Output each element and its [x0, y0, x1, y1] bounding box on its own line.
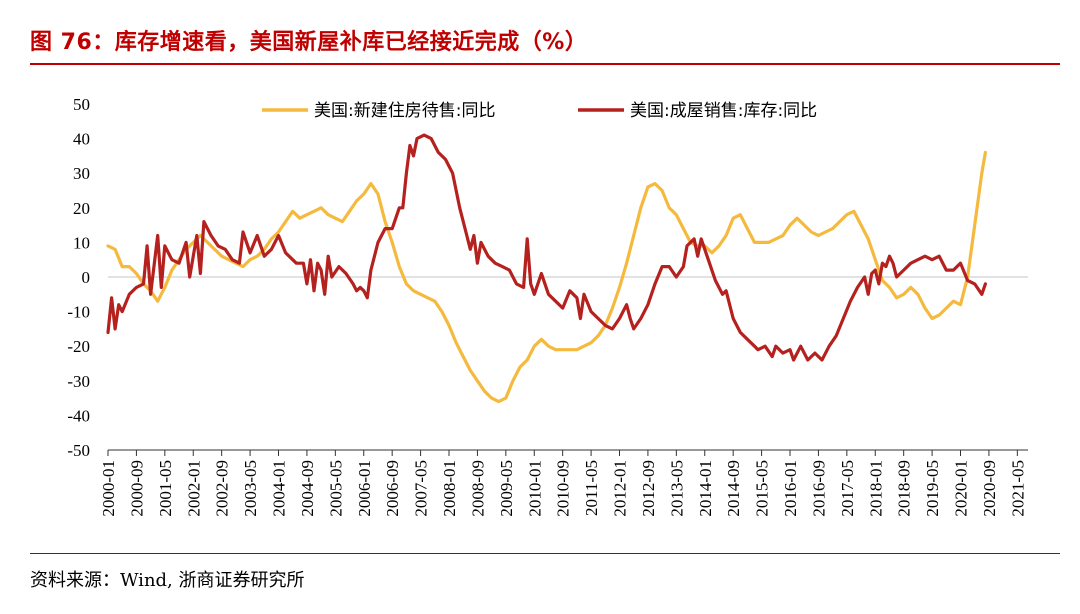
x-tick-label: 2011-05 — [582, 460, 601, 516]
series-lines — [106, 133, 987, 404]
x-tick-label: 2000-01 — [99, 460, 118, 517]
title-divider — [30, 63, 1060, 65]
x-tick-label: 2014-01 — [696, 460, 715, 517]
x-tick-label: 2018-09 — [895, 460, 914, 517]
y-tick-label: 10 — [73, 233, 90, 252]
x-tick-label: 2019-05 — [923, 460, 942, 517]
y-tick-label: -20 — [67, 337, 90, 356]
x-tick-label: 2009-05 — [497, 460, 516, 517]
x-tick-label: 2020-01 — [952, 460, 971, 517]
source-note: 资料来源：Wind, 浙商证券研究所 — [30, 570, 305, 591]
y-tick-label: 40 — [73, 130, 90, 149]
y-tick-label: 30 — [73, 164, 90, 183]
x-tick-label: 2016-09 — [809, 460, 828, 517]
series-line-new-homes — [106, 150, 987, 404]
x-tick-label: 2004-01 — [270, 460, 289, 517]
x-tick-label: 2018-01 — [866, 460, 885, 517]
y-tick-label: 0 — [82, 268, 91, 287]
x-tick-label: 2006-01 — [355, 460, 374, 517]
x-tick-label: 2014-09 — [724, 460, 743, 517]
y-axis: 50 40 30 20 10 0 -10 -20 -30 -40 -50 — [67, 95, 1028, 460]
legend: 美国:新建住房待售:同比 美国:成屋销售:库存:同比 — [262, 101, 817, 121]
x-tick-label: 2004-09 — [298, 460, 317, 517]
x-tick-label: 2010-01 — [525, 460, 544, 517]
x-tick-label: 2008-01 — [440, 460, 459, 517]
x-tick-label: 2000-09 — [127, 460, 146, 517]
series-line-existing-inventory — [106, 133, 987, 362]
x-tick-label: 2010-09 — [554, 460, 573, 517]
x-tick-label: 2002-01 — [184, 460, 203, 517]
legend-label: 美国:成屋销售:库存:同比 — [630, 101, 817, 121]
x-tick-label: 2001-05 — [156, 460, 175, 517]
x-tick-label: 2002-09 — [213, 460, 232, 517]
x-tick-label: 2017-05 — [838, 460, 857, 517]
y-tick-label: 20 — [73, 199, 90, 218]
x-tick-label: 2003-05 — [241, 460, 260, 517]
y-tick-label: -10 — [67, 303, 90, 322]
y-tick-label: -30 — [67, 372, 90, 391]
x-tick-label: 2007-05 — [412, 460, 431, 517]
y-tick-label: 50 — [73, 95, 90, 114]
x-tick-label: 2005-05 — [326, 460, 345, 517]
x-tick-label: 2016-01 — [781, 460, 800, 517]
x-tick-label: 2012-01 — [611, 460, 630, 517]
y-tick-label: -50 — [67, 441, 90, 460]
page-title: 图 76：库存增速看，美国新屋补库已经接近完成（%） — [30, 30, 588, 55]
x-tick-label: 2013-05 — [667, 460, 686, 517]
x-tick-label: 2006-09 — [383, 460, 402, 517]
footer-divider — [30, 553, 1060, 554]
x-tick-label: 2020-09 — [980, 460, 999, 517]
legend-label: 美国:新建住房待售:同比 — [314, 101, 495, 121]
x-axis: 2000-01 2000-09 2001-05 2002-01 2002-09 2003-… — [99, 449, 1028, 517]
x-tick-label: 2012-09 — [639, 460, 658, 517]
y-tick-label: -40 — [67, 406, 90, 425]
x-tick-label: 2008-09 — [468, 460, 487, 517]
x-tick-label: 2015-05 — [753, 460, 772, 517]
x-tick-label: 2021-05 — [1008, 460, 1027, 517]
